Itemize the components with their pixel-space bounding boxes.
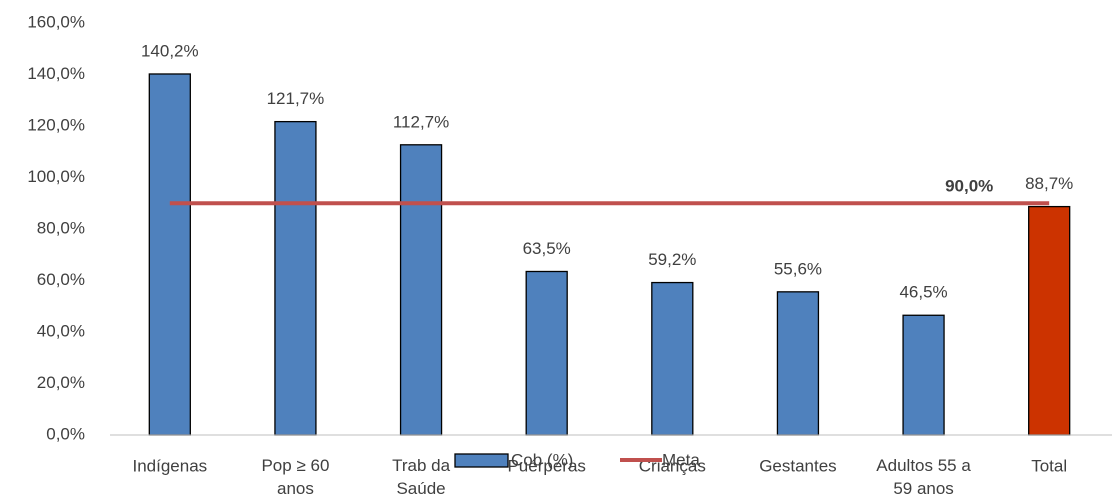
legend-swatch	[454, 453, 509, 468]
data-label: 90,0%	[945, 177, 993, 196]
data-label: 121,7%	[267, 89, 325, 108]
y-tick-label: 140,0%	[27, 64, 85, 83]
bar	[651, 281, 694, 436]
y-tick-label: 60,0%	[37, 270, 85, 289]
x-tick-label: Gestantes	[759, 456, 837, 475]
x-tick-label: Indígenas	[132, 456, 207, 475]
x-tick-label: Total	[1031, 456, 1067, 475]
bar	[902, 314, 945, 436]
bar	[525, 270, 568, 436]
data-label: 59,2%	[648, 250, 696, 269]
x-tick-label: Puérperas	[507, 456, 585, 475]
data-label: 112,7%	[393, 112, 449, 131]
x-tick-label: Trab da Saúde	[392, 456, 451, 498]
bar	[148, 73, 191, 436]
x-tick-label: Pop ≥ 60 anos	[261, 456, 329, 498]
legend-label: Cob (%)	[511, 450, 573, 469]
bar	[399, 144, 443, 436]
bar	[1028, 205, 1071, 436]
y-tick-label: 20,0%	[37, 373, 85, 392]
y-tick-label: 160,0%	[27, 12, 85, 31]
bar	[274, 120, 317, 436]
data-label: 88,7%	[1025, 174, 1073, 193]
y-tick-label: 120,0%	[27, 115, 85, 134]
data-label: 140,2%	[141, 41, 199, 60]
data-label: 63,5%	[523, 239, 571, 258]
y-tick-label: 0,0%	[46, 424, 85, 443]
bar	[776, 291, 820, 436]
legend-label: Meta	[662, 450, 700, 469]
y-tick-label: 80,0%	[37, 218, 85, 237]
y-tick-label: 100,0%	[27, 167, 85, 186]
y-tick-label: 40,0%	[37, 321, 85, 340]
data-label: 55,6%	[774, 259, 822, 278]
data-label: 46,5%	[899, 283, 947, 302]
x-tick-label: Adultos 55 a 59 anos	[876, 456, 971, 498]
